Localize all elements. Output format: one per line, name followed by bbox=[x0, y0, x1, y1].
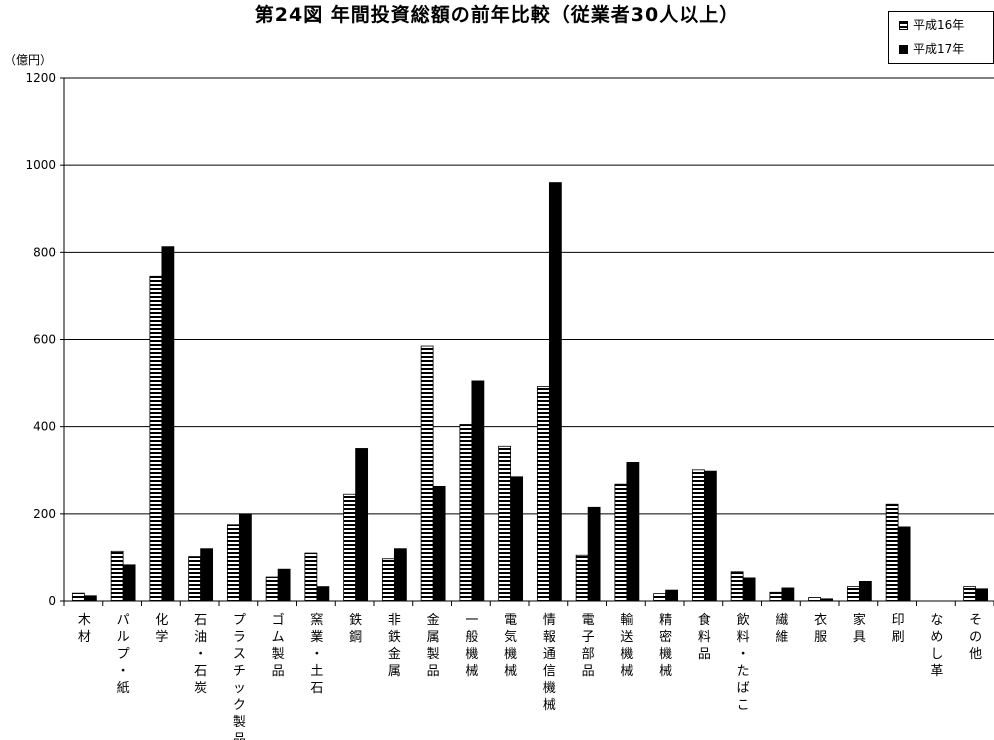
y-tick-label: 1200 bbox=[25, 71, 56, 85]
x-category-label: 石油・石炭 bbox=[194, 613, 207, 696]
bar-h16 bbox=[420, 345, 434, 602]
bar-h16 bbox=[614, 483, 628, 602]
bar-h16 bbox=[149, 275, 163, 602]
bar-h16 bbox=[691, 469, 705, 602]
bar-h16 bbox=[963, 586, 977, 602]
bar-h17 bbox=[161, 246, 175, 602]
bar-h16 bbox=[730, 571, 744, 602]
bar-h16 bbox=[226, 524, 240, 602]
bar-h17 bbox=[548, 182, 562, 602]
x-category-label: 非鉄金属 bbox=[388, 613, 401, 679]
bar-h16 bbox=[575, 554, 589, 602]
x-category-label: 電気機械 bbox=[504, 613, 517, 679]
legend-item-h16: 平成16年 bbox=[899, 18, 964, 32]
y-tick-label: 400 bbox=[33, 420, 56, 434]
x-category-label: 化学 bbox=[155, 613, 168, 645]
bar-h16 bbox=[769, 591, 783, 602]
legend-item-h17: 平成17年 bbox=[899, 42, 964, 56]
x-category-label: パルプ・紙 bbox=[117, 613, 130, 696]
legend-label-h17: 平成17年 bbox=[913, 42, 965, 56]
x-category-label: 家具 bbox=[853, 612, 866, 645]
bar-h17 bbox=[858, 580, 872, 602]
bar-h16 bbox=[459, 424, 473, 602]
bar-h16 bbox=[188, 556, 202, 602]
bar-h17 bbox=[703, 470, 717, 602]
x-category-label: ゴム製品 bbox=[272, 612, 285, 679]
bar-h16 bbox=[304, 552, 318, 602]
bar-h17 bbox=[742, 577, 756, 602]
y-tick-label: 0 bbox=[48, 594, 56, 608]
bar-h17 bbox=[781, 587, 795, 602]
bar-h16 bbox=[885, 503, 899, 602]
bar-h17 bbox=[975, 588, 989, 602]
y-tick-label: 600 bbox=[33, 333, 56, 347]
bar-h16 bbox=[846, 586, 860, 602]
chart-title: 第24図 年間投資総額の前年比較（従業者30人以上） bbox=[254, 4, 740, 26]
bar-h17 bbox=[238, 513, 252, 602]
bar-h17 bbox=[122, 564, 136, 602]
bar-h17 bbox=[587, 506, 601, 602]
x-category-label: プラスチック製品 bbox=[233, 613, 246, 740]
bar-h16 bbox=[381, 558, 395, 602]
bar-h16 bbox=[808, 597, 822, 602]
bar-h16 bbox=[71, 592, 85, 602]
bar-h17 bbox=[355, 448, 369, 602]
bar-h17 bbox=[510, 476, 524, 602]
bar-h16 bbox=[265, 576, 279, 602]
y-axis-unit-label: （億円） bbox=[4, 53, 53, 67]
bar-h17 bbox=[316, 586, 330, 602]
x-category-label: その他 bbox=[969, 613, 982, 662]
bar-h17 bbox=[897, 526, 911, 602]
bar-h17 bbox=[393, 548, 407, 602]
legend-swatch-striped bbox=[899, 21, 908, 30]
legend-swatch-solid bbox=[899, 45, 908, 54]
x-category-label: 輸送機械 bbox=[620, 613, 633, 679]
y-tick-label: 1000 bbox=[25, 158, 56, 172]
x-category-label: 精密機械 bbox=[659, 613, 672, 679]
x-category-label: 一般機械 bbox=[465, 613, 478, 679]
x-category-label: 電子部品 bbox=[582, 613, 595, 679]
x-category-label: 金属製品 bbox=[427, 612, 440, 679]
legend: 平成16年 平成17年 bbox=[888, 11, 994, 64]
bar-h16 bbox=[110, 550, 124, 602]
bar-h17 bbox=[200, 548, 214, 602]
bar-h16 bbox=[536, 386, 550, 602]
x-category-label: 印刷 bbox=[892, 613, 905, 645]
x-category-label: 木材 bbox=[78, 613, 91, 645]
bar-h17 bbox=[626, 462, 640, 602]
y-tick-label: 200 bbox=[33, 507, 56, 521]
bar-h16 bbox=[343, 493, 357, 602]
x-category-label: 食料品 bbox=[698, 612, 711, 662]
bar-h16 bbox=[653, 593, 667, 602]
x-category-label: 情報通信機械 bbox=[543, 613, 556, 713]
x-category-label: 飲料・たばこ bbox=[737, 612, 750, 713]
bar-h17 bbox=[432, 485, 446, 602]
bar-h16 bbox=[498, 445, 512, 602]
bar-h17 bbox=[83, 595, 97, 602]
x-category-label: 窯業・土石 bbox=[310, 613, 323, 696]
legend-label-h16: 平成16年 bbox=[913, 18, 965, 32]
x-category-label: 繊維 bbox=[775, 612, 788, 645]
y-tick-label: 800 bbox=[33, 245, 56, 259]
x-category-label: 鉄鋼 bbox=[349, 613, 362, 645]
x-category-label: 衣服 bbox=[814, 612, 827, 645]
bar-h17 bbox=[277, 568, 291, 602]
bar-h17 bbox=[471, 380, 485, 602]
bar-h17 bbox=[665, 589, 679, 602]
x-category-label: なめし革 bbox=[930, 613, 943, 679]
